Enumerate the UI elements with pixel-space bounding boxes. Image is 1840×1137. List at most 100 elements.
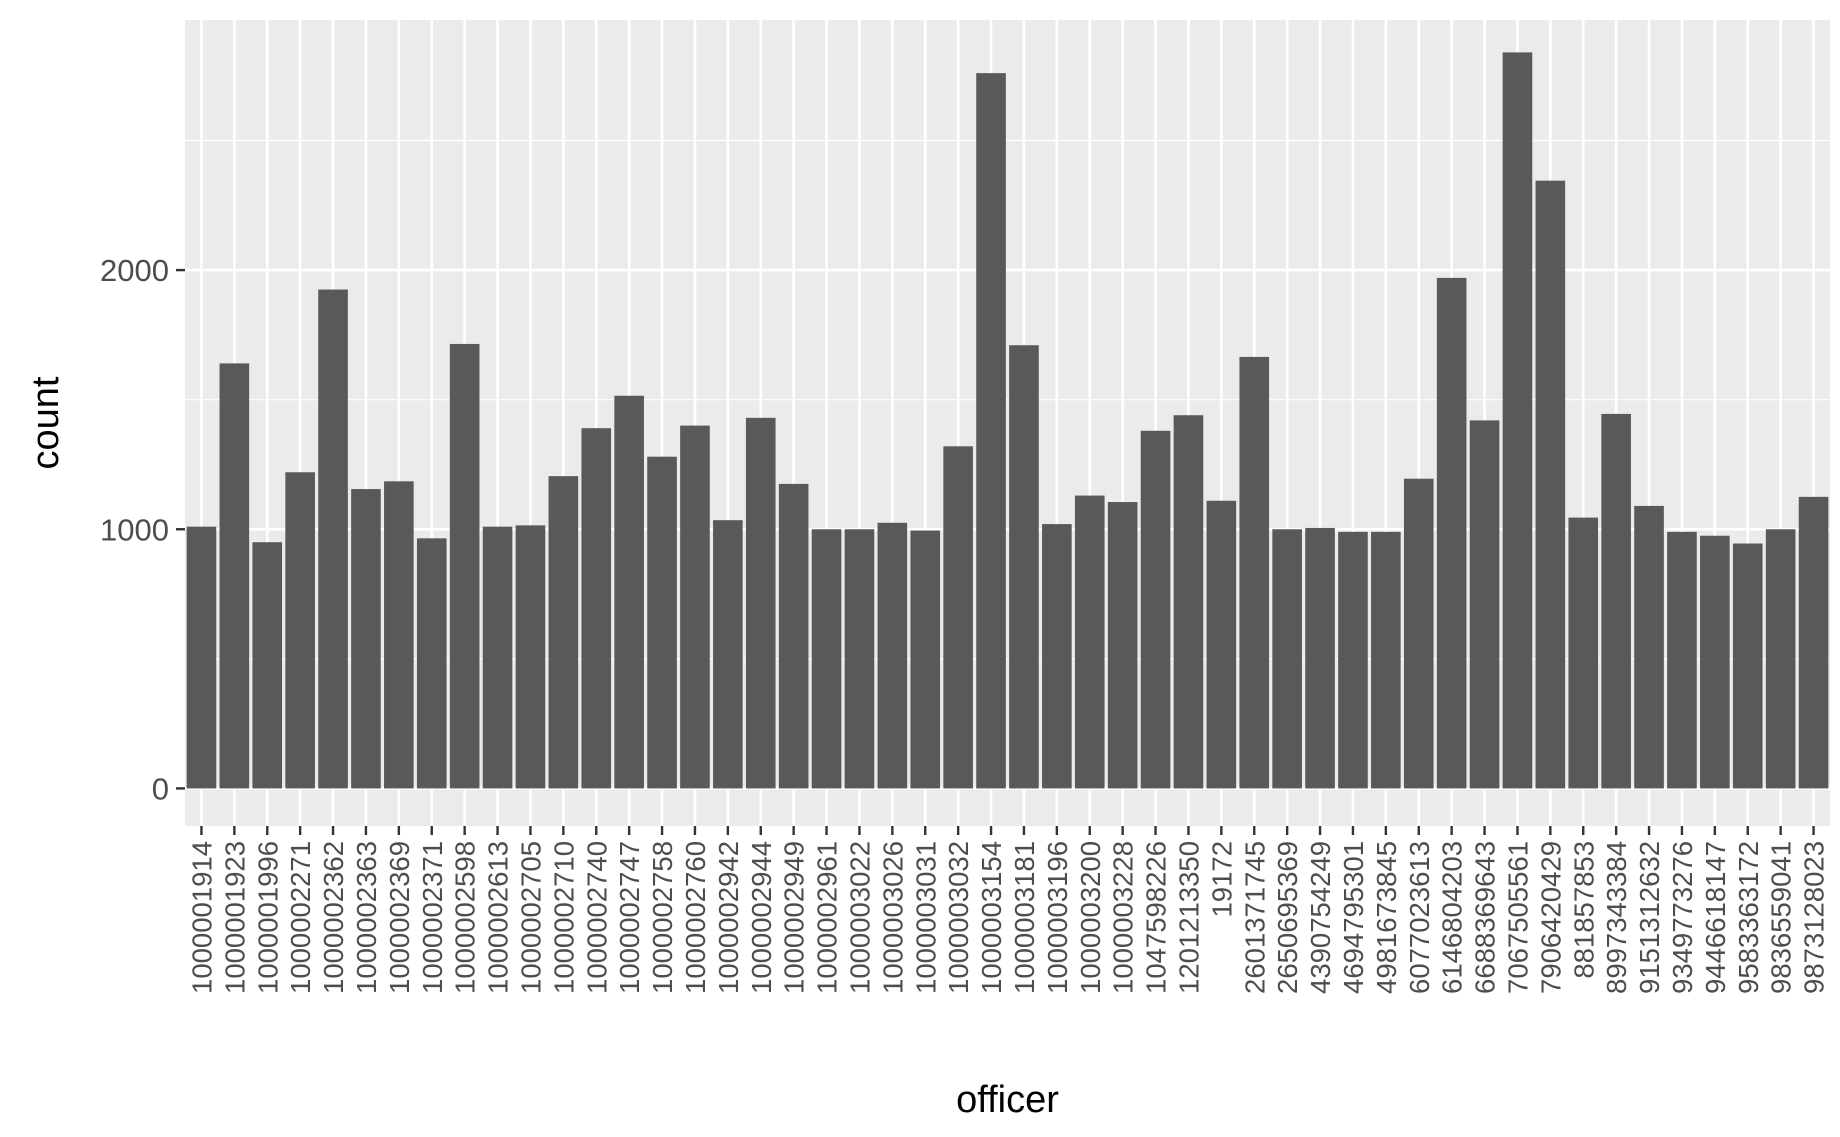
x-tick-label: 1000002760: [680, 841, 711, 994]
bar: [1009, 345, 1039, 789]
bar: [614, 395, 644, 789]
x-axis: 1000001914 1000001923 1000001996 1000002271…: [186, 826, 1830, 994]
bar: [449, 343, 480, 789]
x-tick-label: 1201213350: [1173, 841, 1204, 994]
bar: [877, 522, 908, 789]
x-tick-label: 1000003032: [943, 841, 974, 994]
x-tick-label: 1000002705: [515, 841, 546, 994]
bar: [910, 530, 941, 789]
x-tick-label: 4981673845: [1371, 841, 1402, 994]
x-tick-label: 9446618147: [1700, 841, 1731, 994]
bar: [1798, 496, 1829, 789]
x-tick-label: 2650695369: [1272, 841, 1303, 994]
bar: [1140, 430, 1171, 789]
x-tick-label: 9349773276: [1667, 841, 1698, 994]
bar: [745, 417, 776, 789]
bar: [252, 542, 283, 789]
bar: [1535, 180, 1566, 789]
bar: [1502, 52, 1533, 789]
bar: [1239, 356, 1270, 789]
bar: [1436, 277, 1467, 789]
x-tick-label: 1000002758: [647, 841, 678, 994]
x-tick-label: 1000002271: [285, 841, 316, 994]
bar: [1206, 500, 1237, 789]
x-axis-title: officer: [956, 1079, 1059, 1121]
bar: [1568, 517, 1599, 789]
bar: [548, 476, 579, 789]
bar: [943, 446, 973, 789]
x-tick-label: 1000003228: [1108, 841, 1139, 994]
bar: [647, 456, 677, 789]
bar: [713, 520, 743, 789]
bar: [416, 538, 447, 789]
bar: [1765, 529, 1796, 789]
bar: [976, 73, 1006, 789]
x-tick-label: 881857853: [1568, 841, 1599, 979]
x-tick-label: 6688369643: [1470, 841, 1501, 994]
x-tick-label: 1000002747: [614, 841, 645, 994]
bar: [186, 526, 217, 789]
bar: [1107, 502, 1138, 789]
bar: [1371, 531, 1401, 789]
x-tick-label: 1000002371: [417, 841, 448, 994]
x-tick-label: 1000002598: [450, 841, 481, 994]
bar: [1074, 495, 1105, 789]
x-tick-label: 4694795301: [1338, 841, 1369, 994]
x-tick-label: 1000002961: [812, 841, 843, 994]
y-axis: 0 1000 2000: [100, 253, 185, 806]
x-tick-label: 1000002949: [779, 841, 810, 994]
bar: [1700, 535, 1730, 789]
x-tick-label: 1000002613: [483, 841, 514, 994]
x-tick-label: 1000003200: [1075, 841, 1106, 994]
y-tick-label: 1000: [100, 512, 169, 547]
bar: [515, 525, 546, 789]
x-tick-label: 1000002740: [581, 841, 612, 994]
bar: [1173, 415, 1204, 789]
y-axis-title: count: [25, 376, 67, 469]
x-tick-label: 1000002944: [746, 841, 777, 994]
bar: [1667, 531, 1697, 789]
x-tick-label: 1000001996: [252, 841, 283, 994]
x-tick-label: 1000001914: [186, 841, 217, 994]
bar: [219, 363, 250, 789]
bar: [1469, 420, 1500, 789]
bar: [482, 526, 513, 789]
bar: [318, 289, 348, 789]
x-tick-label: 1000002710: [548, 841, 579, 994]
x-tick-label: 7067505561: [1502, 841, 1533, 994]
bar: [285, 472, 315, 789]
bar-series: [186, 52, 1829, 789]
bar: [1403, 478, 1434, 789]
x-tick-label: 1000002362: [318, 841, 349, 994]
bar: [1601, 413, 1631, 789]
bar: [384, 481, 414, 789]
x-tick-label: 1000001923: [219, 841, 250, 994]
bar: [1634, 505, 1664, 789]
x-tick-label: 8997343384: [1601, 841, 1632, 994]
x-tick-label: 19172: [1206, 841, 1237, 917]
bar: [351, 489, 381, 789]
x-tick-label: 1000003154: [976, 841, 1007, 994]
x-tick-label: 1000002363: [351, 841, 382, 994]
x-tick-label: 9583363172: [1733, 841, 1764, 994]
x-tick-label: 1000003196: [1042, 841, 1073, 994]
bar: [1732, 543, 1763, 789]
x-tick-label: 1000003026: [877, 841, 908, 994]
x-tick-label: 9873128023: [1799, 841, 1830, 994]
x-tick-label: 2601371745: [1239, 841, 1270, 994]
bar: [811, 529, 842, 789]
bar: [1272, 529, 1302, 789]
x-tick-label: 1000003181: [1009, 841, 1040, 994]
x-tick-label: 1000002942: [713, 841, 744, 994]
bar: [581, 428, 612, 789]
y-tick-label: 2000: [100, 253, 169, 288]
x-tick-label: 9151312632: [1634, 841, 1665, 994]
x-tick-label: 6077023613: [1404, 841, 1435, 994]
x-tick-label: 1000003031: [910, 841, 941, 994]
bar: [1042, 524, 1072, 789]
x-tick-label: 1000002369: [384, 841, 415, 994]
bar: [1305, 527, 1335, 789]
x-tick-label: 7906420429: [1535, 841, 1566, 994]
x-tick-label: 9836559041: [1766, 841, 1797, 994]
